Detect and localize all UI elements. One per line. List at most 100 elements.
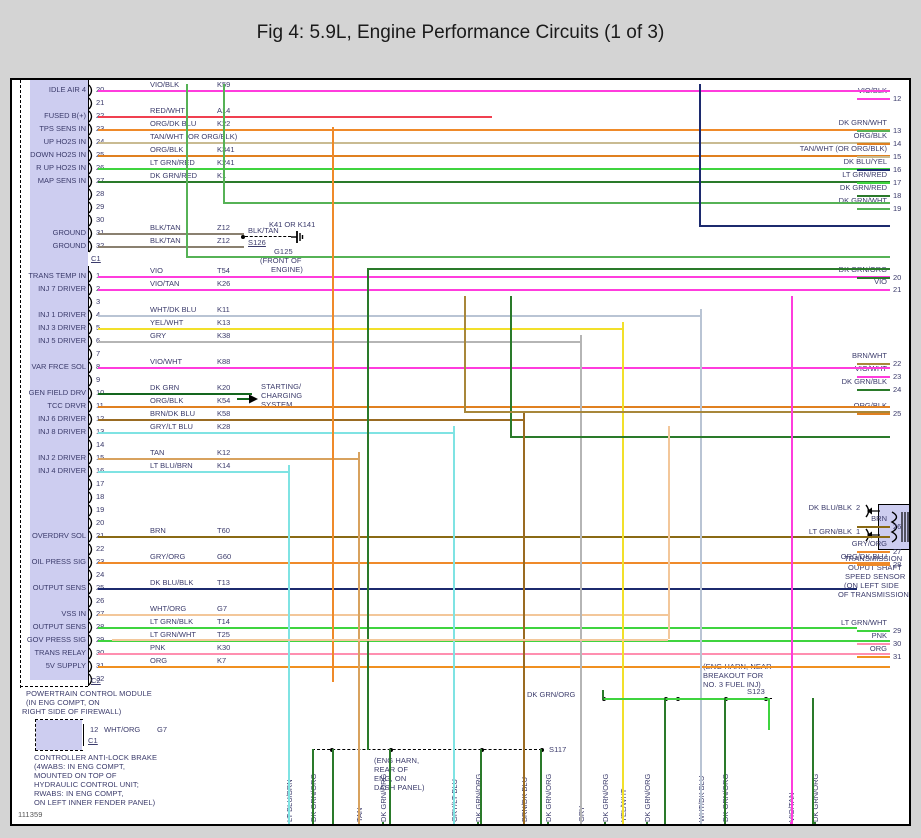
pcm-signal-label: INJ 3 DRIVER — [38, 323, 86, 332]
wire-name: GRY/LT BLU — [150, 422, 193, 431]
splice-run-s117 — [312, 749, 542, 750]
connector-terminal-icon — [88, 582, 93, 595]
pcm-name: POWERTRAIN CONTROL MODULE — [26, 689, 152, 698]
wire-segment — [389, 749, 391, 824]
connector-terminal-icon — [88, 97, 93, 110]
pin-number: 4 — [96, 310, 100, 319]
circuit-code: T25 — [217, 630, 230, 639]
connector-terminal-icon — [88, 123, 93, 136]
injector-driver-stub — [288, 822, 290, 824]
pin-number: 29 — [96, 202, 105, 211]
connector-terminal-icon — [88, 569, 93, 582]
splice-dot-s117-b — [389, 748, 393, 752]
splice-dot-s117-c — [480, 748, 484, 752]
wire-name: VIO/BLK — [150, 80, 180, 89]
wire-run — [98, 246, 244, 248]
wire-run — [98, 367, 890, 369]
connector-terminal-icon — [88, 543, 93, 556]
pin-number: 19 — [96, 505, 105, 514]
cab-connector-label: C1 — [88, 736, 98, 745]
connector-terminal-icon — [88, 84, 93, 97]
injector-feed-stub — [604, 822, 606, 824]
pcm-signal-label: INJ 1 DRIVER — [38, 310, 86, 319]
right-pin-stub — [857, 130, 890, 132]
right-wire-name: BRN/WHT — [852, 351, 887, 360]
connector-terminal-icon — [88, 647, 93, 660]
injector-feed-wire-label: DK GRN/ORG — [643, 773, 652, 822]
right-pin-stub — [857, 526, 890, 528]
cab-module-body — [36, 720, 82, 750]
wire-name: DK GRN/RED — [150, 171, 198, 180]
pin-number: 21 — [96, 531, 104, 540]
pcm-signal-label: IDLE AIR 4 — [48, 85, 86, 94]
wire-name: BLK/TAN — [150, 223, 181, 232]
pin-number: 32 — [96, 241, 104, 250]
speed-sensor-coil-icon — [890, 511, 909, 543]
injector-feed-stub — [646, 822, 648, 824]
wire-segment — [664, 698, 666, 824]
pcm-signal-label: R UP HO2S IN — [36, 163, 86, 172]
connector-label-c2: C2 — [91, 676, 101, 685]
circuit-code: K241 — [217, 158, 235, 167]
injector-feed-stub — [547, 822, 549, 824]
wire-run — [98, 155, 890, 157]
pcm-signal-label: INJ 8 DRIVER — [38, 427, 86, 436]
pin-number: 12 — [96, 414, 104, 423]
right-pin-stub — [857, 169, 890, 171]
starting-charging-line-3: SYSTEM — [261, 400, 293, 409]
wire-name: VIO — [150, 266, 163, 275]
wire-run — [98, 90, 890, 92]
wire-run — [98, 328, 624, 330]
right-pin-stub — [857, 551, 890, 553]
pcm-signal-label: GEN FIELD DRV — [28, 388, 86, 397]
pcm-signal-label: OIL PRESS SIG — [31, 557, 86, 566]
right-wire-name: DK GRN/WHT — [838, 118, 887, 127]
wire-name: DK BLU/BLK — [150, 578, 194, 587]
pcm-signal-label: GROUND — [52, 241, 86, 250]
pin-number: 1 — [96, 271, 100, 280]
right-wire-name: DK GRN/BLK — [841, 377, 887, 386]
wire-name: TAN/WHT (OR ORG/BLK) — [150, 132, 238, 141]
pin-number: 30 — [96, 648, 104, 657]
ground-note-line-1: (FRONT OF — [260, 256, 302, 265]
pin-number: 23 — [96, 124, 104, 133]
wire-name: LT GRN/WHT — [150, 630, 196, 639]
ground-wire-label: BLK/TAN — [248, 226, 279, 235]
connector-terminal-icon — [88, 322, 93, 335]
pcm-signal-label: GROUND — [52, 228, 86, 237]
wire-run — [98, 419, 525, 421]
connector-terminal-icon — [88, 110, 93, 123]
wire-name: ORG/BLK — [150, 145, 184, 154]
wire-run — [98, 666, 890, 668]
connector-terminal-icon — [88, 439, 93, 452]
circuit-code: K30 — [217, 643, 231, 652]
right-pin-stub — [857, 363, 890, 365]
wire-run — [98, 116, 492, 118]
wire-segment — [622, 322, 624, 824]
pin-number: 15 — [96, 453, 104, 462]
cab-pin-number: 12 — [90, 725, 99, 734]
wire-name: LT GRN/BLK — [150, 617, 194, 626]
circuit-code: K88 — [217, 357, 231, 366]
wire-run — [98, 614, 670, 616]
pin-number: 24 — [96, 570, 105, 579]
cab-dashed-top — [35, 719, 83, 720]
connector-terminal-icon — [88, 634, 93, 647]
dk-grn-org-label: DK GRN/ORG — [527, 690, 576, 699]
right-wire-name: TAN/WHT (OR ORG/BLK) — [799, 144, 887, 153]
wire-name: VIO/WHT — [150, 357, 183, 366]
circuit-code: K13 — [217, 318, 231, 327]
right-wire-name: BRN — [871, 514, 887, 523]
pin-number: 25 — [96, 150, 104, 159]
pin-number: 8 — [96, 362, 100, 371]
injector-feed-stub — [312, 822, 314, 824]
wire-run — [98, 168, 890, 170]
pcm-signal-label: INJ 5 DRIVER — [38, 336, 86, 345]
right-pin-number: 13 — [893, 126, 902, 135]
injector-driver-stub — [523, 822, 525, 824]
pin-number: 6 — [96, 336, 100, 345]
wire-segment — [464, 296, 466, 411]
pcm-signal-label: OVERDRV SOL — [31, 531, 86, 540]
connector-terminal-icon — [88, 309, 93, 322]
wire-segment — [724, 698, 726, 824]
